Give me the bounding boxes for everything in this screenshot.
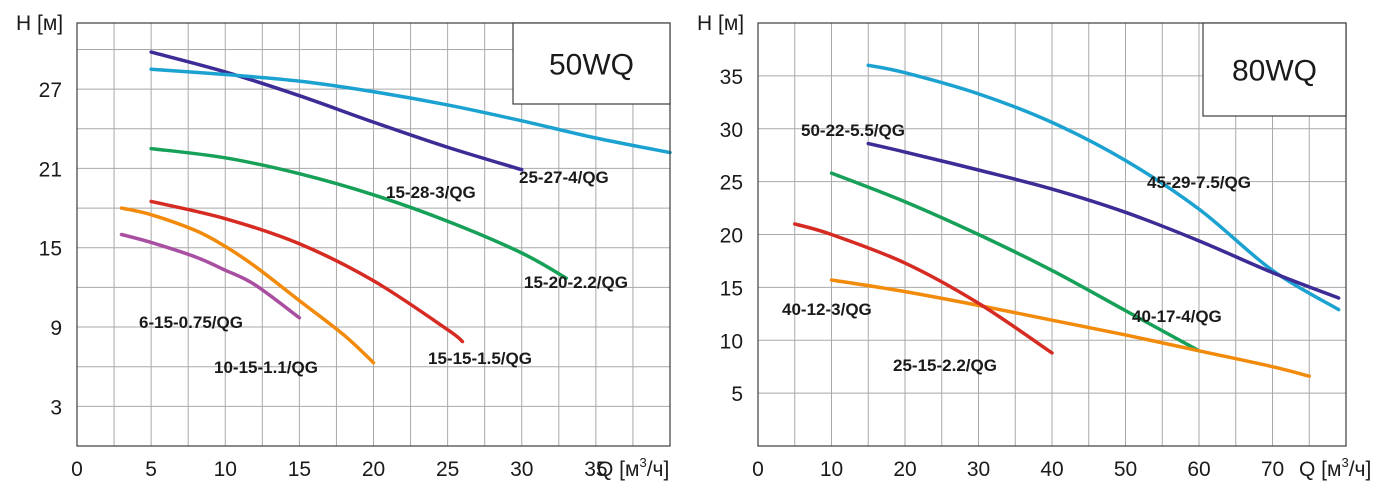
y-tick-label: 30 <box>720 119 743 142</box>
x-axis-label: Q [м3/ч] <box>1299 455 1371 481</box>
series-curve-15-28-3-qg <box>149 50 524 172</box>
series-label: 40-12-3/QG <box>782 300 872 319</box>
y-tick-label: 20 <box>720 225 743 248</box>
x-tick-label: 20 <box>893 458 916 481</box>
x-tick-label: 20 <box>362 458 385 481</box>
x-tick-label: 35 <box>584 458 607 481</box>
y-axis-label: H [м] <box>697 12 744 35</box>
series-label: 25-27-4/QG <box>519 168 609 187</box>
title-box <box>512 22 671 105</box>
y-tick-label: 27 <box>39 79 62 102</box>
x-tick-label: 30 <box>510 458 533 481</box>
y-tick-label: 5 <box>731 383 743 406</box>
series-curve-45-29-7-5-qg <box>866 63 1341 312</box>
x-tick-label: 10 <box>214 458 237 481</box>
y-tick-label: 3 <box>50 396 62 419</box>
y-tick-label: 10 <box>720 330 743 353</box>
series-curve-6-15-0-75-qg <box>119 232 302 320</box>
y-tick-label: 25 <box>720 172 743 195</box>
series-curve-15-15-1-5-qg <box>149 199 465 344</box>
series-curve-25-27-4-qg <box>149 67 672 155</box>
chart-1: 50WQ 15-28-3/QG 25-27-4/QG 15-20-2.2/QG 15-1… <box>16 12 672 481</box>
chart-title: 50WQ <box>549 49 634 82</box>
series-label: 50-22-5.5/QG <box>801 121 905 140</box>
title-box <box>1202 22 1347 117</box>
series-label: 45-29-7.5/QG <box>1147 173 1251 192</box>
y-tick-label: 21 <box>39 158 62 181</box>
y-tick-label: 35 <box>720 66 743 89</box>
series-label: 15-28-3/QG <box>386 183 476 202</box>
x-axis-label: Q [м3/ч] <box>597 455 669 481</box>
series-label: 6-15-0.75/QG <box>139 313 243 332</box>
x-tick-label: 25 <box>436 458 459 481</box>
chart-title: 80WQ <box>1232 55 1317 88</box>
series-label: 10-15-1.1/QG <box>214 358 318 377</box>
series-curve-40-12-3-qg <box>829 278 1311 378</box>
x-tick-label: 30 <box>967 458 990 481</box>
series-curve-25-15-2-2-qg <box>793 222 1054 355</box>
y-axis-label: H [м] <box>16 12 63 35</box>
x-tick-label: 0 <box>752 458 764 481</box>
chart-2: 80WQ 45-29-7.5/QG 50-22-5.5/QG 40-17-4/QG 40… <box>697 12 1371 481</box>
x-tick-label: 40 <box>1040 458 1063 481</box>
plot-frame <box>757 22 1347 447</box>
y-tick-label: 9 <box>50 317 62 340</box>
series-label: 25-15-2.2/QG <box>893 356 997 375</box>
series-label: 40-17-4/QG <box>1132 307 1222 326</box>
x-tick-label: 60 <box>1187 458 1210 481</box>
plot-frame <box>76 22 671 447</box>
series-label: 15-20-2.2/QG <box>524 273 628 292</box>
x-tick-label: 5 <box>145 458 157 481</box>
x-tick-label: 50 <box>1114 458 1137 481</box>
series-curve-40-17-4-qg <box>829 171 1201 353</box>
series-curve-15-20-2-2-qg <box>149 146 568 280</box>
x-tick-label: 0 <box>71 458 83 481</box>
x-tick-label: 15 <box>288 458 311 481</box>
series-label: 15-15-1.5/QG <box>428 349 532 368</box>
x-tick-label: 70 <box>1261 458 1284 481</box>
x-tick-label: 10 <box>820 458 843 481</box>
y-tick-label: 15 <box>39 238 62 261</box>
y-tick-label: 15 <box>720 277 743 300</box>
series-curve-50-22-5-5-qg <box>866 141 1341 300</box>
series-curve-10-15-1-1-qg <box>119 206 376 365</box>
